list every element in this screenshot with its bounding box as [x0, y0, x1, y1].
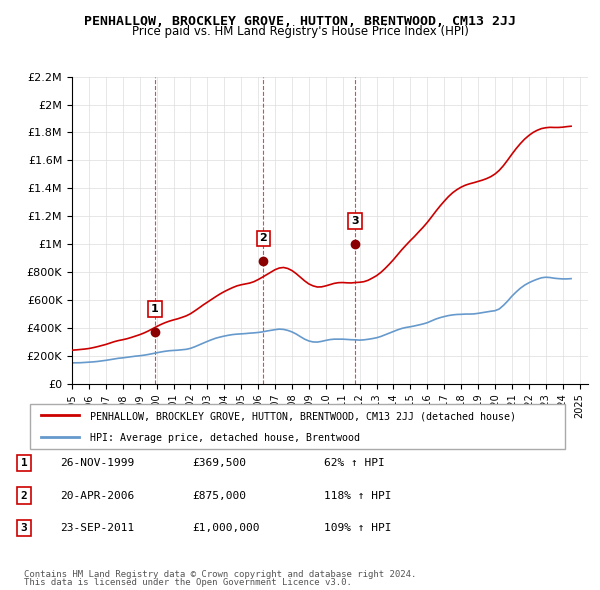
Text: 20-APR-2006: 20-APR-2006 — [60, 491, 134, 500]
Text: 109% ↑ HPI: 109% ↑ HPI — [324, 523, 392, 533]
Text: 2: 2 — [259, 234, 267, 243]
Text: 2: 2 — [20, 491, 28, 500]
Text: 3: 3 — [20, 523, 28, 533]
Text: 118% ↑ HPI: 118% ↑ HPI — [324, 491, 392, 500]
Text: 1: 1 — [151, 304, 159, 314]
Text: PENHALLOW, BROCKLEY GROVE, HUTTON, BRENTWOOD, CM13 2JJ (detached house): PENHALLOW, BROCKLEY GROVE, HUTTON, BRENT… — [90, 411, 516, 421]
Text: 3: 3 — [351, 216, 359, 226]
Text: 62% ↑ HPI: 62% ↑ HPI — [324, 458, 385, 468]
Text: £1,000,000: £1,000,000 — [192, 523, 260, 533]
Text: This data is licensed under the Open Government Licence v3.0.: This data is licensed under the Open Gov… — [24, 578, 352, 587]
Text: Contains HM Land Registry data © Crown copyright and database right 2024.: Contains HM Land Registry data © Crown c… — [24, 571, 416, 579]
FancyBboxPatch shape — [29, 404, 565, 449]
Text: PENHALLOW, BROCKLEY GROVE, HUTTON, BRENTWOOD, CM13 2JJ: PENHALLOW, BROCKLEY GROVE, HUTTON, BRENT… — [84, 15, 516, 28]
Text: Price paid vs. HM Land Registry's House Price Index (HPI): Price paid vs. HM Land Registry's House … — [131, 25, 469, 38]
Text: £369,500: £369,500 — [192, 458, 246, 468]
Text: 23-SEP-2011: 23-SEP-2011 — [60, 523, 134, 533]
Text: 1: 1 — [20, 458, 28, 468]
Text: 26-NOV-1999: 26-NOV-1999 — [60, 458, 134, 468]
Text: HPI: Average price, detached house, Brentwood: HPI: Average price, detached house, Bren… — [90, 433, 360, 443]
Text: £875,000: £875,000 — [192, 491, 246, 500]
